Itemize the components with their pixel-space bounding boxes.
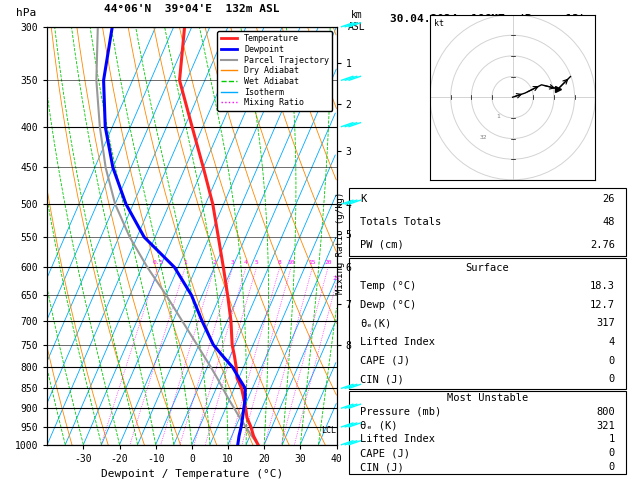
Text: 800: 800 xyxy=(596,407,615,417)
Bar xyxy=(349,188,626,256)
Text: 0.5: 0.5 xyxy=(152,260,164,265)
Text: 2.76: 2.76 xyxy=(590,240,615,250)
Y-axis label: km
ASL: km ASL xyxy=(348,10,366,32)
X-axis label: Dewpoint / Temperature (°C): Dewpoint / Temperature (°C) xyxy=(101,469,283,479)
Text: 26: 26 xyxy=(603,194,615,205)
Text: 48: 48 xyxy=(603,217,615,227)
Text: 4: 4 xyxy=(244,260,248,265)
Text: CIN (J): CIN (J) xyxy=(360,462,404,472)
Bar xyxy=(349,391,626,474)
Text: 0: 0 xyxy=(608,448,615,458)
Text: θₑ (K): θₑ (K) xyxy=(360,420,398,431)
Bar xyxy=(349,259,626,389)
Text: 18.3: 18.3 xyxy=(590,281,615,291)
Text: 2: 2 xyxy=(213,260,216,265)
Legend: Temperature, Dewpoint, Parcel Trajectory, Dry Adiabat, Wet Adiabat, Isotherm, Mi: Temperature, Dewpoint, Parcel Trajectory… xyxy=(218,31,332,110)
Text: 8: 8 xyxy=(278,260,282,265)
Text: 15: 15 xyxy=(309,260,316,265)
Text: Mixing Ratio (g/kg): Mixing Ratio (g/kg) xyxy=(337,192,345,294)
Text: LCL: LCL xyxy=(321,426,336,435)
Text: 5: 5 xyxy=(255,260,259,265)
Text: 0: 0 xyxy=(608,356,615,365)
Text: PW (cm): PW (cm) xyxy=(360,240,404,250)
Text: CIN (J): CIN (J) xyxy=(360,374,404,384)
Text: Pressure (mb): Pressure (mb) xyxy=(360,407,442,417)
Text: Totals Totals: Totals Totals xyxy=(360,217,442,227)
Text: Lifted Index: Lifted Index xyxy=(360,434,435,444)
Text: 1: 1 xyxy=(496,114,500,119)
Text: Temp (°C): Temp (°C) xyxy=(360,281,416,291)
Text: Surface: Surface xyxy=(465,262,509,273)
Text: 321: 321 xyxy=(596,420,615,431)
Text: 317: 317 xyxy=(596,318,615,329)
Text: 4: 4 xyxy=(608,337,615,347)
Text: 1: 1 xyxy=(608,434,615,444)
Text: 44°06'N  39°04'E  132m ASL: 44°06'N 39°04'E 132m ASL xyxy=(104,4,280,14)
Y-axis label: hPa: hPa xyxy=(16,8,36,18)
Text: 20: 20 xyxy=(325,260,331,265)
Text: 12.7: 12.7 xyxy=(590,300,615,310)
Text: Lifted Index: Lifted Index xyxy=(360,337,435,347)
Text: θₑ(K): θₑ(K) xyxy=(360,318,391,329)
Text: 10: 10 xyxy=(287,260,295,265)
Text: 25: 25 xyxy=(333,276,340,281)
Text: 1: 1 xyxy=(183,260,187,265)
Text: Most Unstable: Most Unstable xyxy=(447,393,528,403)
Text: 0: 0 xyxy=(608,462,615,472)
Text: 3: 3 xyxy=(231,260,235,265)
Text: 0: 0 xyxy=(608,374,615,384)
Text: K: K xyxy=(360,194,367,205)
Text: kt: kt xyxy=(434,18,444,28)
Text: 30.04.2024  18GMT  (Base: 12): 30.04.2024 18GMT (Base: 12) xyxy=(389,14,586,24)
Text: CAPE (J): CAPE (J) xyxy=(360,448,410,458)
Text: 32: 32 xyxy=(479,135,487,139)
Text: Dewp (°C): Dewp (°C) xyxy=(360,300,416,310)
Text: CAPE (J): CAPE (J) xyxy=(360,356,410,365)
